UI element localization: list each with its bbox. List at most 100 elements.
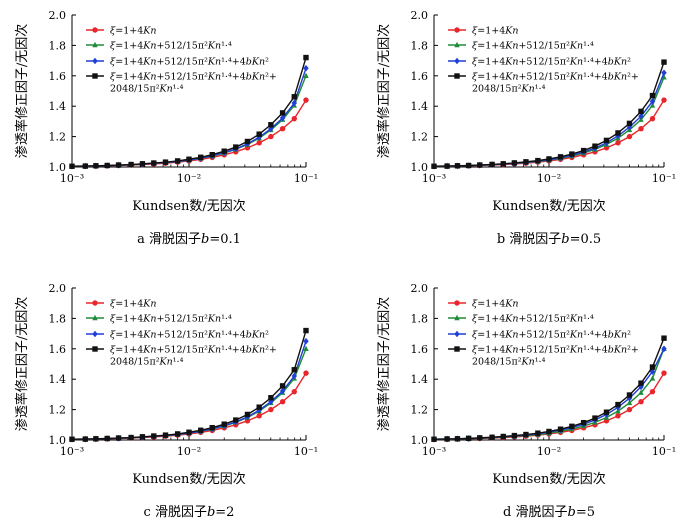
legend-marker <box>92 346 98 352</box>
data-point <box>546 156 552 162</box>
data-point <box>465 162 472 169</box>
y-tick-label: 1.8 <box>411 39 429 52</box>
data-point <box>303 327 309 334</box>
series-3 <box>69 54 309 169</box>
legend-label: ξ=1+4Kn+512/15π²Kn¹·⁴+4bKn² <box>472 330 631 341</box>
legend-marker <box>92 330 98 338</box>
data-point <box>500 161 506 167</box>
legend: ξ=1+4Kn ξ=1+4Kn+512/15π²Kn¹·⁴ ξ=1+4Kn+512/… <box>86 299 277 368</box>
x-tick-label: 10⁻² <box>537 172 561 185</box>
x-tick-label: 10⁻² <box>177 172 201 185</box>
data-point <box>649 115 656 122</box>
data-point <box>209 424 215 431</box>
data-point <box>115 162 122 168</box>
data-point <box>569 151 575 157</box>
data-point <box>626 406 633 413</box>
series-3 <box>69 327 309 442</box>
data-point <box>104 162 110 169</box>
y-tick-label: 1.4 <box>411 373 429 386</box>
y-tick-label: 1.0 <box>49 161 67 174</box>
data-point <box>615 401 621 408</box>
data-point <box>291 367 297 373</box>
data-point <box>489 161 495 168</box>
data-point <box>638 112 644 120</box>
series-line <box>71 75 307 167</box>
y-tick-label: 1.4 <box>411 100 429 113</box>
series-line <box>71 340 307 440</box>
x-tick-label: 10⁻² <box>177 445 201 458</box>
data-point <box>557 154 564 160</box>
legend-label: 2048/15π²Kn¹·⁴ <box>472 84 546 95</box>
y-tick-label: 1.0 <box>411 434 429 447</box>
series-line <box>71 348 307 440</box>
legend-label: ξ=1+4Kn+512/15π²Kn¹·⁴+4bKn² <box>110 57 269 68</box>
y-tick-label: 1.6 <box>49 70 67 83</box>
data-point <box>649 375 656 381</box>
legend-label: ξ=1+4Kn <box>110 299 156 310</box>
data-point <box>221 148 227 154</box>
data-point <box>649 388 656 395</box>
data-point <box>151 433 157 439</box>
data-point <box>592 143 598 149</box>
data-point <box>151 160 157 166</box>
data-point <box>93 163 99 169</box>
chart-panel-a: 1.0 1.2 1.4 1.6 1.8 2.0 10⁻³ 10⁻² 10⁻¹ Kundsen数/无… <box>14 9 318 247</box>
data-point <box>244 138 251 145</box>
data-point <box>303 345 309 351</box>
data-point <box>649 98 656 105</box>
data-point <box>198 427 204 433</box>
data-point <box>444 436 450 442</box>
data-point <box>431 436 437 442</box>
data-point <box>477 435 483 441</box>
data-point <box>279 114 286 122</box>
data-point <box>661 370 667 376</box>
data-point <box>649 364 656 370</box>
legend-label: ξ=1+4Kn+512/15π²Kn¹·⁴+4bKn² <box>472 57 631 68</box>
data-point <box>128 161 134 168</box>
series-line <box>71 67 307 167</box>
legend-marker <box>92 41 98 48</box>
data-point <box>256 413 262 419</box>
series-2 <box>431 69 667 170</box>
data-point <box>209 151 215 158</box>
data-point <box>221 421 227 427</box>
data-point <box>638 125 644 132</box>
legend-marker <box>92 27 98 33</box>
legend-label: ξ=1+4Kn+512/15π²Kn¹·⁴ <box>110 314 232 325</box>
data-point <box>661 74 667 80</box>
legend-label: ξ=1+4Kn <box>110 26 156 37</box>
x-tick-label: 10⁻¹ <box>294 172 318 185</box>
data-point <box>661 69 667 77</box>
x-tick-label: 10⁻³ <box>422 445 446 458</box>
data-point <box>303 337 309 345</box>
data-point <box>626 120 633 127</box>
data-point <box>291 388 297 395</box>
legend-marker <box>454 41 460 48</box>
data-point <box>465 435 472 442</box>
x-tick-label: 10⁻³ <box>60 172 84 185</box>
y-tick-label: 1.6 <box>411 70 429 83</box>
data-point <box>139 161 146 167</box>
data-point <box>603 409 610 415</box>
data-point <box>82 436 89 442</box>
data-point <box>244 411 251 418</box>
x-tick-label: 10⁻¹ <box>652 172 676 185</box>
data-point <box>603 137 610 144</box>
data-point <box>638 108 644 115</box>
data-point <box>661 335 667 341</box>
data-point <box>546 428 552 435</box>
series-line <box>71 99 307 168</box>
data-point <box>104 435 110 442</box>
data-point <box>638 380 644 386</box>
data-point <box>186 429 192 435</box>
data-point <box>233 144 239 150</box>
data-point <box>279 125 286 132</box>
data-point <box>615 130 621 136</box>
panel-caption: c 滑脱因子b=2 <box>144 505 235 520</box>
y-tick-label: 2.0 <box>411 282 429 295</box>
legend-label: ξ=1+4Kn+512/15π²Kn¹·⁴ <box>472 41 594 52</box>
data-point <box>454 436 461 442</box>
series-1 <box>69 72 309 169</box>
legend: ξ=1+4Kn ξ=1+4Kn+512/15π²Kn¹·⁴ ξ=1+4Kn+512/… <box>448 299 639 368</box>
chart-panel-d: 1.0 1.2 1.4 1.6 1.8 2.0 10⁻³ 10⁻² 10⁻¹ Kundsen数/无… <box>376 282 676 520</box>
